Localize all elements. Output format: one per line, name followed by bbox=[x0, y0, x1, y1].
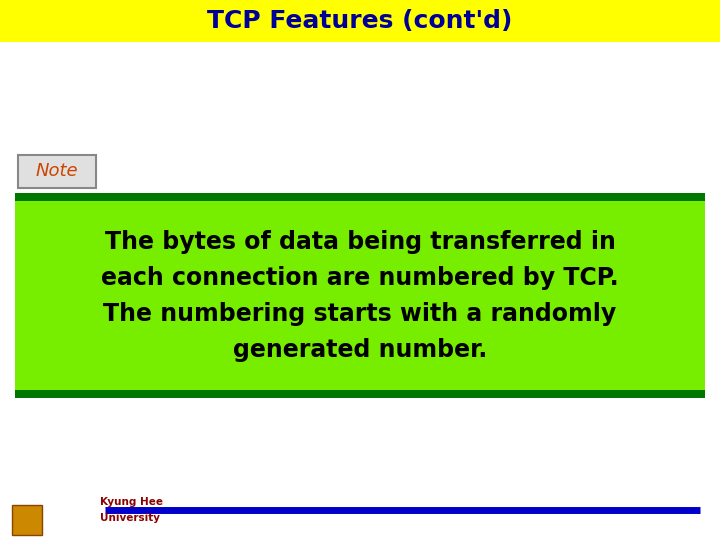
Bar bbox=[12, 505, 42, 535]
Text: each connection are numbered by TCP.: each connection are numbered by TCP. bbox=[102, 266, 618, 289]
Bar bbox=[15, 201, 705, 390]
Bar bbox=[0, 0, 720, 42]
Text: Kyung Hee: Kyung Hee bbox=[100, 497, 163, 507]
Text: generated number.: generated number. bbox=[233, 338, 487, 361]
Bar bbox=[15, 193, 705, 201]
FancyBboxPatch shape bbox=[18, 155, 96, 188]
Text: Note: Note bbox=[36, 163, 78, 180]
Text: The numbering starts with a randomly: The numbering starts with a randomly bbox=[104, 301, 616, 326]
Text: TCP Features (cont'd): TCP Features (cont'd) bbox=[207, 9, 513, 33]
Bar bbox=[15, 390, 705, 398]
Text: University: University bbox=[100, 513, 160, 523]
Text: The bytes of data being transferred in: The bytes of data being transferred in bbox=[104, 230, 616, 253]
